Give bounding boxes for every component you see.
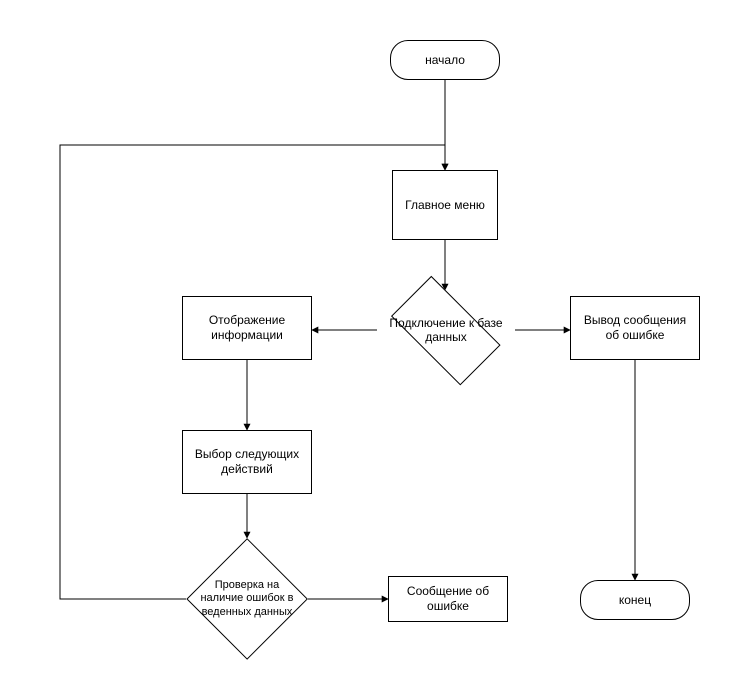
node-start: начало [390, 40, 500, 80]
node-next-actions-label: Выбор следующих действий [189, 447, 305, 477]
node-show-info: Отображение информации [182, 296, 312, 360]
node-main-menu: Главное меню [392, 170, 498, 240]
node-end: конец [580, 580, 690, 620]
node-check-errors: Проверка на наличие ошибок в веденных да… [186, 538, 308, 660]
node-db-connect: Подключение к базе данных [377, 290, 515, 370]
node-error-msg-label: Вывод сообщения об ошибке [577, 313, 693, 343]
edge-check_errors-to-main_menu [60, 145, 445, 599]
flowchart-canvas: начало Главное меню Подключение к базе д… [0, 0, 752, 697]
node-error-msg: Вывод сообщения об ошибке [570, 296, 700, 360]
node-show-info-label: Отображение информации [189, 313, 305, 343]
node-start-label: начало [425, 53, 465, 68]
node-next-actions: Выбор следующих действий [182, 430, 312, 494]
node-check-errors-label: Проверка на наличие ошибок в веденных да… [186, 538, 308, 660]
node-end-label: конец [619, 593, 651, 608]
node-main-menu-label: Главное меню [405, 198, 485, 213]
node-db-connect-label: Подключение к базе данных [377, 290, 515, 370]
node-err-report-label: Сообщение об ошибке [395, 584, 501, 614]
node-err-report: Сообщение об ошибке [388, 576, 508, 622]
